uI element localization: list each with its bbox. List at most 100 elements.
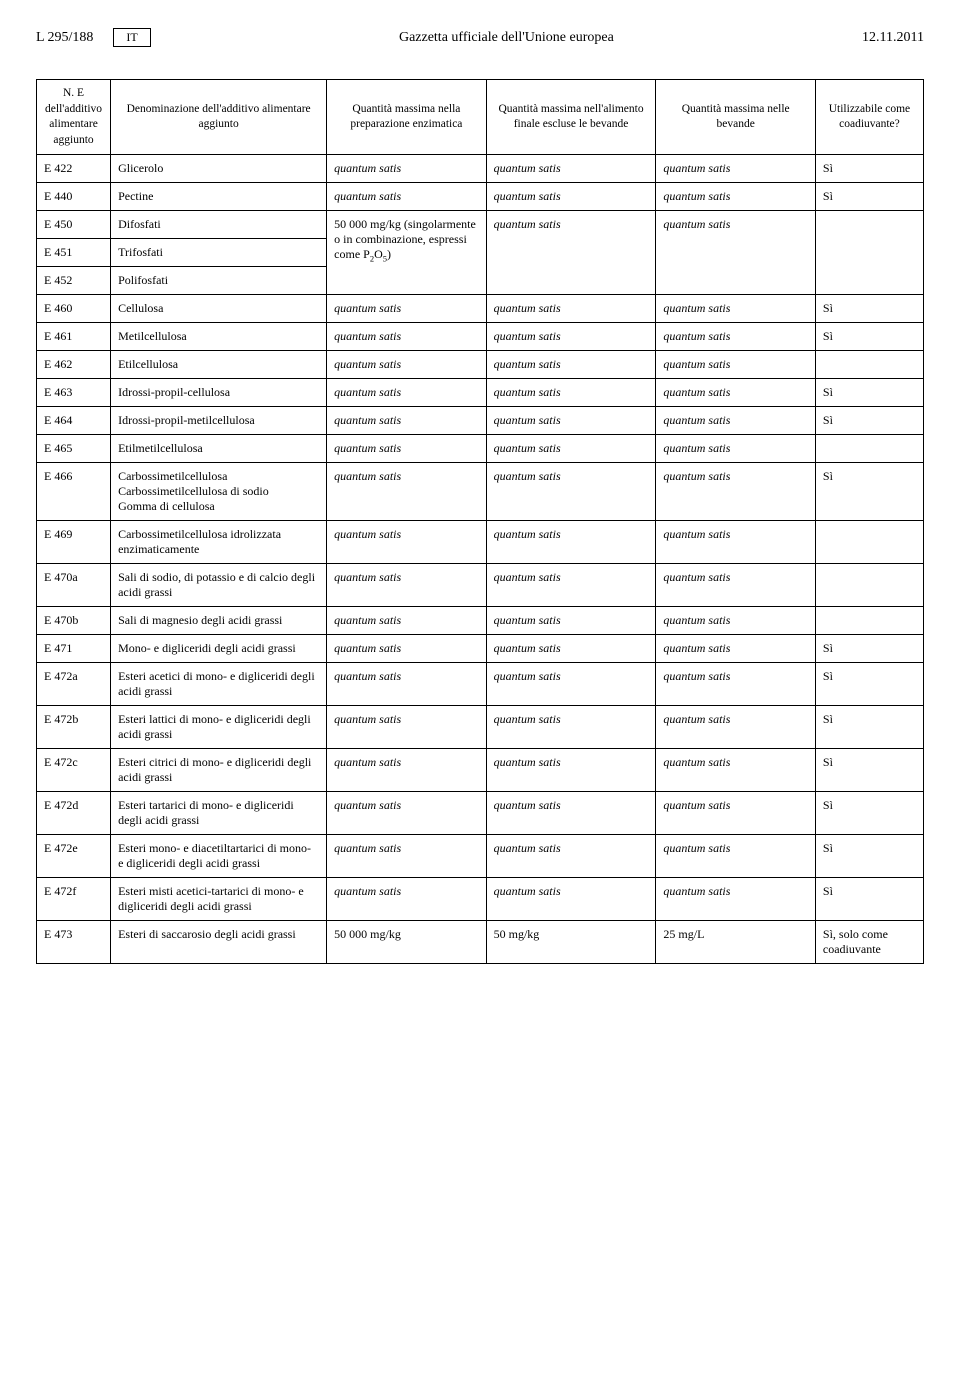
cell-name: Glicerolo xyxy=(111,155,327,183)
cell-bev: quantum satis xyxy=(656,351,815,379)
table-row: E 466 Carbossimetilcellulosa Carbossimet… xyxy=(37,463,924,521)
cell-name: Pectine xyxy=(111,183,327,211)
cell-bev: quantum satis xyxy=(656,323,815,351)
cell-adj xyxy=(815,521,923,564)
cell-adj: Sì xyxy=(815,183,923,211)
cell-prep: quantum satis xyxy=(327,183,486,211)
cell-adj: Sì xyxy=(815,463,923,521)
cell-food: quantum satis xyxy=(486,463,656,521)
cell-code: E 460 xyxy=(37,295,111,323)
cell-prep: quantum satis xyxy=(327,351,486,379)
page: L 295/188 IT Gazzetta ufficiale dell'Uni… xyxy=(0,0,960,992)
cell-name: Cellulosa xyxy=(111,295,327,323)
cell-food: quantum satis xyxy=(486,635,656,663)
table-row: E 473 Esteri di saccarosio degli acidi g… xyxy=(37,921,924,964)
cell-adj: Sì xyxy=(815,323,923,351)
table-row: E 462 Etilcellulosa quantum satis quantu… xyxy=(37,351,924,379)
cell-name: Idrossi-propil-cellulosa xyxy=(111,379,327,407)
table-row: E 450 Difosfati 50 000 mg/kg (singolarme… xyxy=(37,211,924,239)
cell-prep: quantum satis xyxy=(327,706,486,749)
cell-food: quantum satis xyxy=(486,407,656,435)
cell-prep: quantum satis xyxy=(327,379,486,407)
table-row: E 469 Carbossimetilcellulosa idrolizzata… xyxy=(37,521,924,564)
table-row: E 472d Esteri tartarici di mono- e digli… xyxy=(37,792,924,835)
cell-food: quantum satis xyxy=(486,435,656,463)
header-left: L 295/188 IT xyxy=(36,28,151,47)
cell-code: E 472f xyxy=(37,878,111,921)
cell-code: E 452 xyxy=(37,267,111,295)
cell-code: E 472c xyxy=(37,749,111,792)
cell-adj xyxy=(815,435,923,463)
cell-bev: quantum satis xyxy=(656,379,815,407)
cell-adj: Sì xyxy=(815,635,923,663)
language-code: IT xyxy=(113,28,150,47)
cell-name: Carbossimetilcellulosa idrolizzata enzim… xyxy=(111,521,327,564)
cell-code: E 463 xyxy=(37,379,111,407)
cell-bev: quantum satis xyxy=(656,706,815,749)
cell-name: Etilmetilcellulosa xyxy=(111,435,327,463)
cell-code: E 450 xyxy=(37,211,111,239)
cell-prep: quantum satis xyxy=(327,835,486,878)
cell-food: quantum satis xyxy=(486,792,656,835)
cell-code: E 469 xyxy=(37,521,111,564)
cell-code: E 466 xyxy=(37,463,111,521)
cell-code: E 472a xyxy=(37,663,111,706)
table-row: E 463 Idrossi-propil-cellulosa quantum s… xyxy=(37,379,924,407)
cell-code: E 473 xyxy=(37,921,111,964)
cell-name: Sali di magnesio degli acidi grassi xyxy=(111,607,327,635)
cell-name: Polifosfati xyxy=(111,267,327,295)
cell-prep: quantum satis xyxy=(327,407,486,435)
cell-prep: quantum satis xyxy=(327,564,486,607)
cell-prep: quantum satis xyxy=(327,635,486,663)
cell-adj xyxy=(815,351,923,379)
cell-bev: quantum satis xyxy=(656,463,815,521)
cell-adj: Sì xyxy=(815,835,923,878)
table-row: E 471 Mono- e digliceridi degli acidi gr… xyxy=(37,635,924,663)
cell-code: E 464 xyxy=(37,407,111,435)
cell-name: Sali di sodio, di potassio e di calcio d… xyxy=(111,564,327,607)
cell-adj: Sì, solo come coadiuvante xyxy=(815,921,923,964)
cell-food: quantum satis xyxy=(486,351,656,379)
cell-name: Etilcellulosa xyxy=(111,351,327,379)
cell-bev: quantum satis xyxy=(656,521,815,564)
cell-bev: quantum satis xyxy=(656,878,815,921)
cell-code: E 440 xyxy=(37,183,111,211)
cell-bev: quantum satis xyxy=(656,635,815,663)
cell-prep: quantum satis xyxy=(327,295,486,323)
cell-food: quantum satis xyxy=(486,379,656,407)
cell-prep: quantum satis xyxy=(327,607,486,635)
cell-code: E 465 xyxy=(37,435,111,463)
cell-food: quantum satis xyxy=(486,183,656,211)
table-header-row: N. E dell'additivo alimentare aggiunto D… xyxy=(37,80,924,155)
header-title: Gazzetta ufficiale dell'Unione europea xyxy=(399,30,614,46)
cell-code: E 451 xyxy=(37,239,111,267)
col-header-food: Quantità massima nell'alimento finale es… xyxy=(486,80,656,155)
cell-prep: quantum satis xyxy=(327,521,486,564)
cell-name: Carbossimetilcellulosa Carbossimetilcell… xyxy=(111,463,327,521)
cell-prep: quantum satis xyxy=(327,463,486,521)
col-header-adj: Utilizzabile come coadiuvante? xyxy=(815,80,923,155)
cell-name: Difosfati xyxy=(111,211,327,239)
cell-food: quantum satis xyxy=(486,749,656,792)
cell-name: Esteri mono- e diacetiltartarici di mono… xyxy=(111,835,327,878)
cell-prep: quantum satis xyxy=(327,155,486,183)
cell-adj: Sì xyxy=(815,155,923,183)
table-row: E 440 Pectine quantum satis quantum sati… xyxy=(37,183,924,211)
cell-adj: Sì xyxy=(815,663,923,706)
cell-bev: quantum satis xyxy=(656,663,815,706)
col-header-code: N. E dell'additivo alimentare aggiunto xyxy=(37,80,111,155)
cell-name: Trifosfati xyxy=(111,239,327,267)
cell-bev-merged: quantum satis xyxy=(656,211,815,295)
cell-adj: Sì xyxy=(815,878,923,921)
cell-prep: quantum satis xyxy=(327,878,486,921)
col-header-bev: Quantità massima nelle bevande xyxy=(656,80,815,155)
cell-code: E 462 xyxy=(37,351,111,379)
header-reference: L 295/188 xyxy=(36,30,93,46)
cell-bev: quantum satis xyxy=(656,295,815,323)
table-row: E 465 Etilmetilcellulosa quantum satis q… xyxy=(37,435,924,463)
cell-adj xyxy=(815,607,923,635)
cell-food: quantum satis xyxy=(486,155,656,183)
cell-name: Esteri lattici di mono- e digliceridi de… xyxy=(111,706,327,749)
cell-bev: quantum satis xyxy=(656,564,815,607)
table-row: E 472b Esteri lattici di mono- e diglice… xyxy=(37,706,924,749)
